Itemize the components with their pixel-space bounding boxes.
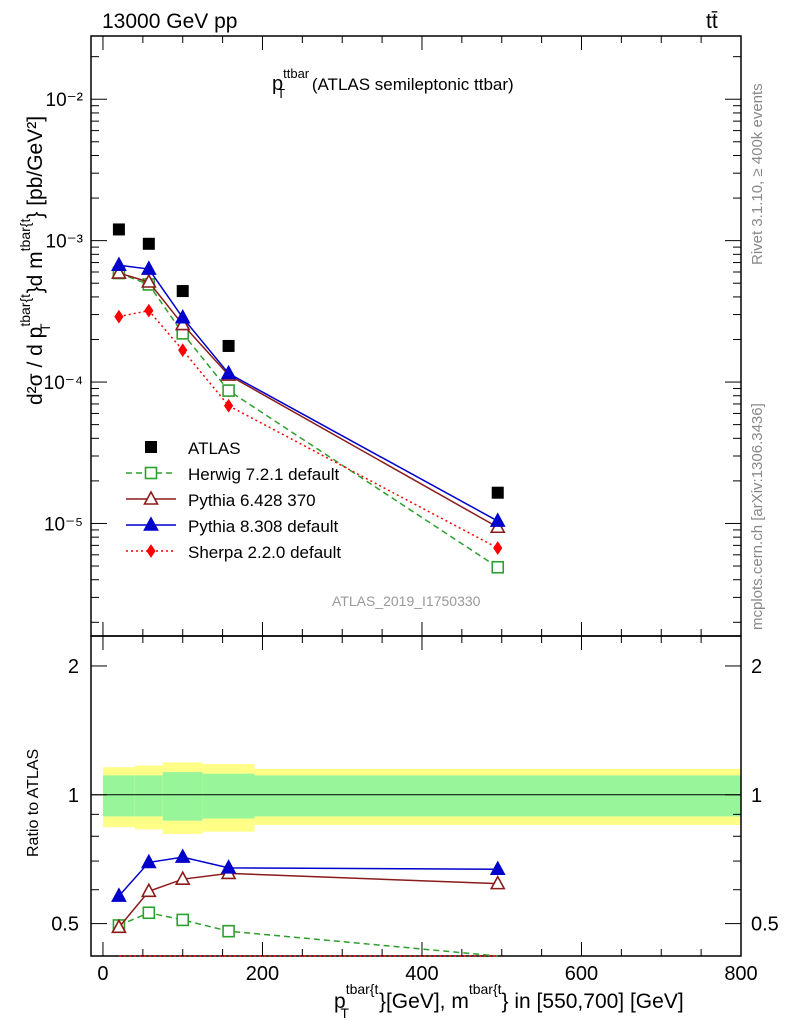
legend: ATLAS Herwig 7.2.1 default Pythia 6.428 37… [126, 439, 341, 562]
legend-marker-2 [143, 516, 159, 531]
energy-label: 13000 GeV pp [102, 10, 237, 33]
legend-label-0: Herwig 7.2.1 default [188, 465, 339, 484]
inner-band-1 [134, 775, 163, 817]
ratio-tick-label: 2 [68, 656, 79, 678]
series-point-1 [174, 315, 191, 331]
ratio-point-1 [111, 918, 127, 934]
ratio-point-0 [222, 924, 235, 938]
ratio-point-0 [176, 913, 190, 927]
x-tick-label: 800 [724, 963, 757, 985]
y-tick-label: 10⁻³ [46, 232, 84, 253]
axis-ticks: 0 200 400 600 800 10⁻² 10⁻³ 10⁻⁴ 10⁻⁵ 0.5 0.5 1 1 2 2 [44, 36, 779, 985]
inner-band-2 [162, 772, 203, 821]
series-point-3 [114, 309, 124, 324]
legend-marker-atlas [145, 441, 157, 453]
ratio-point-1 [140, 882, 157, 898]
ratio-point-2 [111, 887, 127, 902]
series-point-1 [111, 264, 127, 279]
x-tick-label: 0 [97, 963, 108, 985]
series-line-3 [118, 309, 499, 549]
ratio-tick-label: 1 [68, 785, 79, 807]
ratio-point-1 [489, 874, 506, 890]
legend-label-1: Pythia 6.428 370 [188, 491, 316, 510]
x-tick-label: 400 [405, 963, 438, 985]
inner-band-4 [254, 775, 741, 817]
series-point-3 [493, 541, 503, 555]
series-point-3 [223, 398, 234, 413]
series-point-2 [220, 364, 237, 380]
series-point-2 [140, 260, 157, 275]
y-axis-label: d²σ / d ptbar{tT}d mtbar{t} [pb/GeV²] [17, 116, 53, 405]
title-sup: ttbar [283, 66, 310, 81]
x-tick-label: 200 [246, 963, 279, 985]
legend-marker-0 [144, 466, 158, 480]
ratio-point-2 [489, 860, 506, 876]
plot-title: pttbar T (ATLAS semileptonic ttbar) [272, 66, 514, 101]
y-tick-label: 10⁻⁵ [44, 514, 83, 535]
ratio-point-0 [142, 906, 156, 920]
y-tick-label: 10⁻² [46, 90, 84, 111]
analysis-id: ATLAS_2019_I1750330 [332, 593, 481, 609]
x-tick-label: 600 [565, 963, 598, 985]
legend-label-2: Pythia 8.308 default [188, 517, 339, 536]
title-main: p [272, 73, 283, 95]
ratio-point-1 [174, 870, 191, 885]
mcplots-label: mcplots.cern.ch [arXiv:1306.3436] [749, 403, 766, 630]
atlas-point [222, 339, 235, 352]
title-rest: (ATLAS semileptonic ttbar) [307, 75, 514, 94]
legend-label-atlas: ATLAS [188, 439, 241, 458]
series-point-1 [140, 273, 157, 288]
rivet-label: Rivet 3.1.10, ≥ 400k events [749, 83, 766, 265]
atlas-point [176, 285, 189, 298]
legend-marker-3 [146, 544, 156, 558]
inner-band-0 [102, 775, 135, 817]
series-point-2 [174, 309, 191, 324]
atlas-point [491, 486, 504, 499]
legend-label-3: Sherpa 2.2.0 default [188, 543, 341, 562]
series-point-0 [491, 560, 505, 574]
ratio-point-2 [140, 853, 157, 869]
series-point-2 [111, 256, 127, 272]
inner-band-3 [202, 773, 255, 819]
series-point-3 [178, 343, 188, 358]
y-tick-label: 10⁻⁴ [44, 373, 83, 394]
series-point-0 [222, 384, 235, 397]
ratio-tick-label: 0.5 [51, 914, 79, 936]
ratio-tick-label-right: 1 [751, 785, 762, 807]
main-series [111, 223, 506, 574]
ratio-axis-label: Ratio to ATLAS [25, 749, 42, 857]
atlas-point [112, 223, 125, 236]
legend-marker-1 [143, 490, 159, 505]
x-axis-label: ptbar{t T}[GeV], mtbar{t} in [550,700] [G… [334, 981, 684, 1021]
ratio-line-1 [118, 872, 498, 928]
ratio-line-0 [118, 911, 498, 957]
atlas-point [142, 237, 155, 250]
ratio-tick-label-right: 0.5 [751, 914, 779, 936]
series-point-3 [144, 303, 154, 318]
plot-frames [90, 35, 742, 957]
title-sub: T [277, 86, 285, 101]
ratio-bands [91, 762, 741, 834]
ratio-tick-label-right: 2 [751, 656, 762, 678]
ratio-point-2 [220, 859, 237, 874]
ratio-point-2 [174, 848, 191, 863]
ratio-series [111, 848, 506, 957]
ratio-frame [90, 635, 742, 957]
process-label: tt̄ [706, 10, 718, 33]
series-point-2 [489, 512, 506, 527]
